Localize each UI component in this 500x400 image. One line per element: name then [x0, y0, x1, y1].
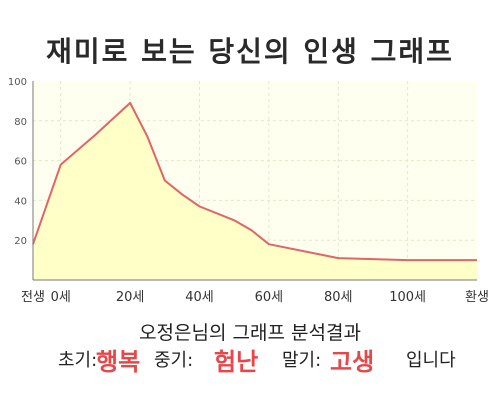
early-value: 행복 [96, 348, 141, 376]
x-tick-label: 40세 [185, 290, 214, 305]
y-tick-label: 20 [14, 236, 27, 247]
y-tick-label: 60 [14, 157, 27, 168]
x-tick-label: 80세 [324, 290, 353, 305]
late-value: 고생 [330, 348, 375, 376]
y-tick-label: 40 [14, 196, 27, 207]
mid-value: 험난 [214, 348, 259, 376]
area-fill [33, 102, 477, 280]
mid-label: 중기: [154, 350, 194, 371]
x-tick-label: 20세 [116, 290, 145, 305]
early-label: 초기: [58, 350, 98, 371]
x-tick-label: 환생 [465, 290, 489, 305]
chart-title: 재미로 보는 당신의 인생 그래프 [46, 35, 454, 68]
series-line [32, 101, 477, 262]
x-tick-label: 100세 [389, 290, 426, 305]
y-tick-label: 100 [8, 77, 27, 88]
result-suffix: 입니다 [406, 350, 456, 371]
late-label: 말기: [282, 350, 322, 371]
x-tick-label: 0세 [51, 290, 71, 305]
y-tick-label: 80 [14, 117, 27, 128]
x-tick-label: 전생 [21, 290, 45, 305]
analysis-summary: 오정은님의 그래프 분석결과 [139, 322, 361, 344]
x-tick-label: 60세 [255, 290, 284, 305]
life-graph-chart: 20 40 60 80 100 전생 0세 20세 40세 60세 80세 100세 환생 [8, 77, 489, 305]
